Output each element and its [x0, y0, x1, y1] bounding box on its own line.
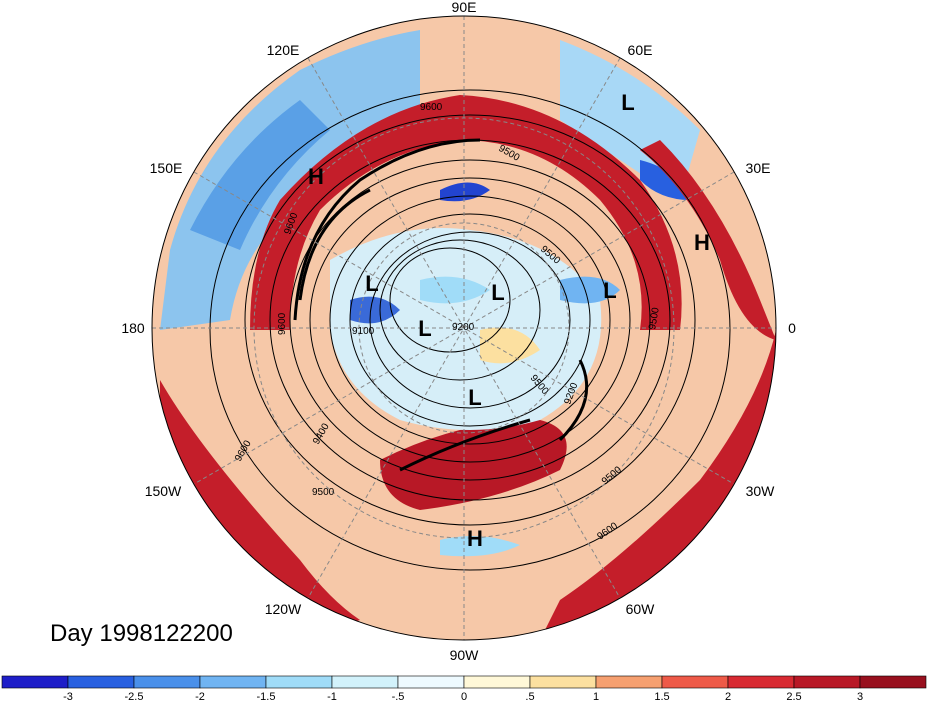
contour-value-label: 9600 — [420, 102, 443, 113]
longitude-label: 120E — [267, 42, 300, 58]
colorbar-swatch — [661, 675, 729, 689]
graticule — [152, 16, 776, 640]
contour-value-label: 9100 — [352, 326, 375, 337]
colorbar-swatch — [595, 675, 663, 689]
colorbar-tick-label: 1.5 — [654, 691, 669, 702]
colorbar-swatch — [199, 675, 267, 689]
colorbar-tick-label: 1 — [593, 691, 599, 702]
pressure-low-marker: L — [468, 385, 481, 410]
longitude-label: 60W — [626, 601, 656, 617]
colorbar-tick-label: -2.5 — [125, 691, 144, 702]
contour-value-label: 9200 — [452, 322, 475, 333]
colorbar-tick-label: 2.5 — [786, 691, 801, 702]
colorbar-swatch — [859, 675, 927, 689]
colorbar-tick-label: 0 — [461, 691, 467, 702]
longitude-label: 150E — [150, 160, 183, 176]
longitude-label: 30E — [746, 160, 771, 176]
pressure-low-marker: L — [365, 271, 378, 296]
pressure-high-marker: H — [308, 164, 324, 189]
colorbar-swatch — [397, 675, 465, 689]
colorbar-swatch — [133, 675, 201, 689]
colorbar-tick-label: -1.5 — [257, 691, 276, 702]
date-label: Day 1998122200 — [50, 620, 233, 647]
colorbar-swatch — [463, 675, 531, 689]
jet-contours — [293, 138, 589, 472]
map-boundary — [151, 15, 777, 641]
colorbar-tick-label: -.5 — [392, 691, 405, 702]
colorbar-tick-label: .5 — [525, 691, 534, 702]
pressure-low-marker: L — [603, 278, 616, 303]
contour-value-label: 9500 — [647, 306, 662, 330]
pressure-high-marker: H — [467, 526, 483, 551]
pressure-high-marker: H — [694, 230, 710, 255]
longitude-label: 60E — [628, 42, 653, 58]
colorbar-swatch — [331, 675, 399, 689]
colorbar: -3 -2.5 -2 -1.5 -1 -.5 0 .5 1 1.5 2 2.5 3 — [1, 675, 927, 702]
colorbar-swatch — [1, 675, 69, 689]
contour-value-label: 9500 — [312, 487, 335, 498]
pressure-low-marker: L — [418, 316, 431, 341]
pressure-low-marker: L — [621, 90, 634, 115]
colorbar-tick-label: -2 — [195, 691, 205, 702]
colorbar-tick-label: 2 — [725, 691, 731, 702]
longitude-label: 30W — [746, 483, 776, 499]
colorbar-tick-label: 3 — [857, 691, 863, 702]
colorbar-swatch — [529, 675, 597, 689]
colorbar-swatch — [67, 675, 135, 689]
pressure-low-marker: L — [491, 280, 504, 305]
colorbar-swatch — [727, 675, 795, 689]
contour-value-label: 9600 — [277, 312, 288, 335]
longitude-label: 90E — [452, 0, 477, 15]
colorbar-swatch — [793, 675, 861, 689]
colorbar-swatch — [265, 675, 333, 689]
longitude-label: 120W — [265, 601, 302, 617]
longitude-label: 90W — [450, 647, 480, 663]
longitude-label: 180 — [121, 320, 145, 336]
longitude-label: 150W — [145, 483, 182, 499]
colorbar-tick-label: -1 — [327, 691, 337, 702]
colorbar-tick-label: -3 — [63, 691, 73, 702]
longitude-label: 0 — [788, 320, 796, 336]
